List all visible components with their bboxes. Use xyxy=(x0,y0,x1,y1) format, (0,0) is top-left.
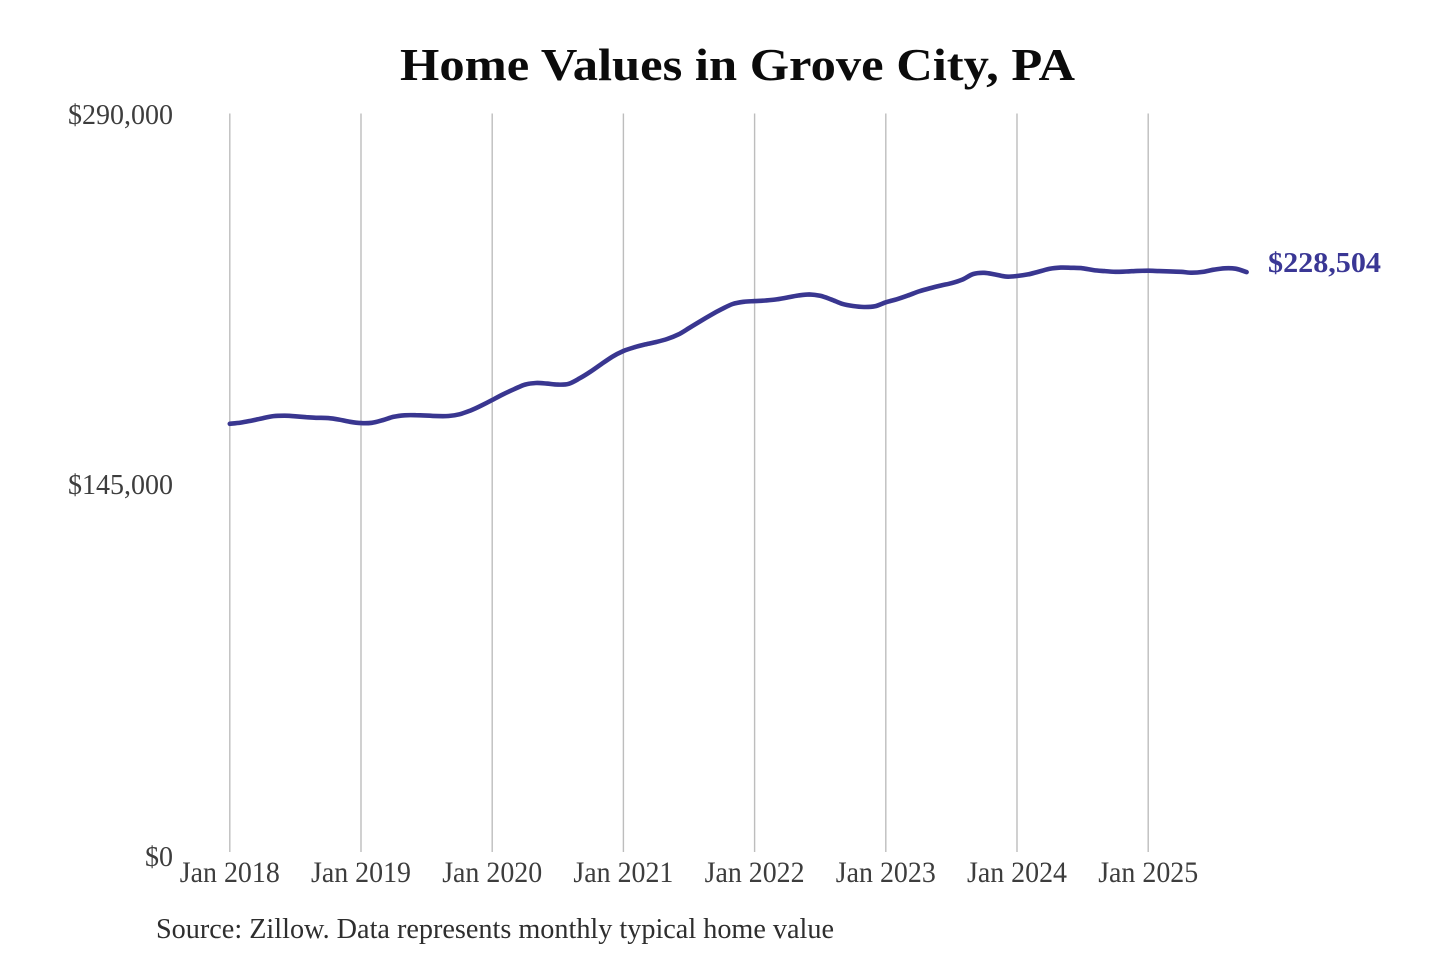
svg-text:$0: $0 xyxy=(145,842,173,873)
svg-text:Jan 2024: Jan 2024 xyxy=(967,856,1067,889)
svg-text:Jan 2025: Jan 2025 xyxy=(1098,856,1198,889)
svg-text:$228,504: $228,504 xyxy=(1268,247,1381,279)
svg-text:Jan 2023: Jan 2023 xyxy=(836,856,936,889)
svg-text:Jan 2020: Jan 2020 xyxy=(442,856,542,889)
svg-text:Jan 2022: Jan 2022 xyxy=(705,856,805,889)
svg-text:Home Values in Grove City, PA: Home Values in Grove City, PA xyxy=(400,39,1075,90)
svg-text:Jan 2021: Jan 2021 xyxy=(573,856,673,889)
svg-text:Jan 2019: Jan 2019 xyxy=(311,856,411,889)
svg-text:Jan 2018: Jan 2018 xyxy=(180,856,280,889)
svg-text:Source: Zillow. Data represent: Source: Zillow. Data represents monthly … xyxy=(156,914,834,945)
svg-text:$290,000: $290,000 xyxy=(68,100,173,131)
svg-text:$145,000: $145,000 xyxy=(68,470,173,501)
